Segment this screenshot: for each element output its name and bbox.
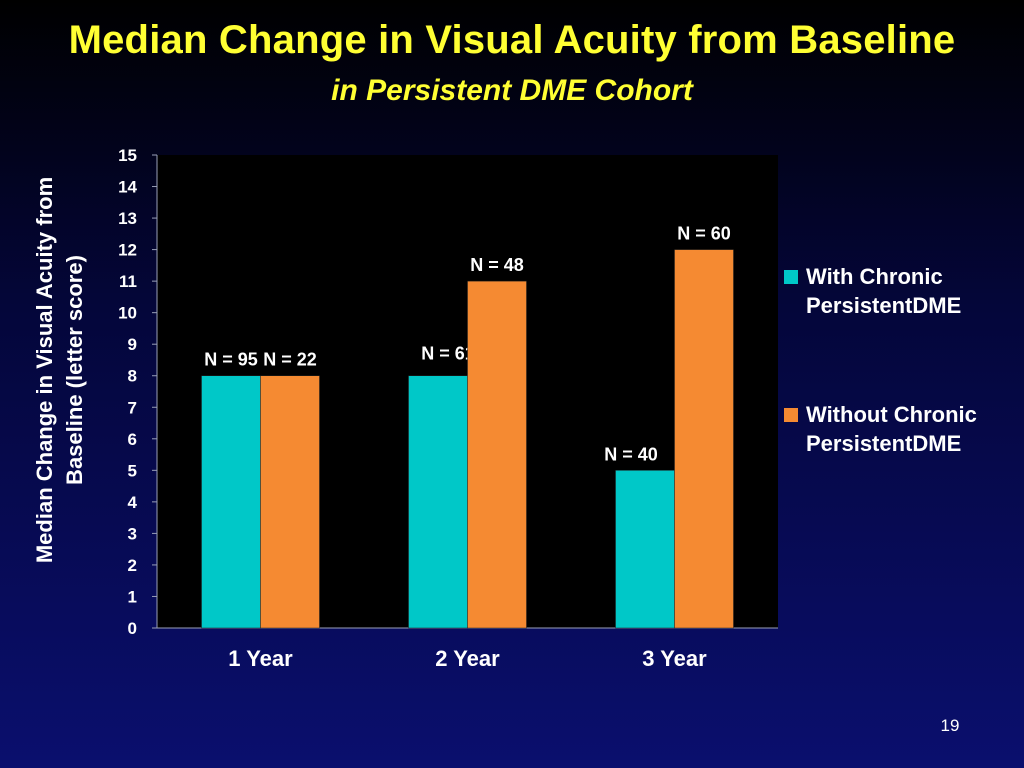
y-tick-label: 9 xyxy=(128,335,137,354)
y-tick-label: 7 xyxy=(128,398,137,417)
data-label: N = 48 xyxy=(470,255,524,275)
y-tick-label: 13 xyxy=(118,209,137,228)
y-tick-label: 10 xyxy=(118,304,137,323)
data-label: N = 60 xyxy=(677,224,731,244)
data-label: N = 40 xyxy=(604,444,658,464)
bar-3-year-series-2 xyxy=(674,249,734,629)
x-category-label: 2 Year xyxy=(435,646,500,671)
bar-1-year-series-2 xyxy=(260,375,320,629)
legend-swatch-with-chronic xyxy=(784,270,798,284)
y-tick-label: 1 xyxy=(128,587,137,606)
bar-2-year-series-1 xyxy=(408,375,468,629)
y-tick-label: 0 xyxy=(128,619,137,638)
legend-label-without-chronic: Without Chronic PersistentDME xyxy=(806,402,977,456)
data-label: N = 95 xyxy=(204,350,258,370)
y-tick-label: 15 xyxy=(118,146,137,165)
data-label: N = 22 xyxy=(263,350,317,370)
slide-subtitle: in Persistent DME Cohort xyxy=(331,74,693,107)
y-tick-label: 8 xyxy=(128,367,137,386)
legend-swatch-without-chronic xyxy=(784,408,798,422)
slide-title: Median Change in Visual Acuity from Base… xyxy=(68,18,956,62)
legend-label-with-chronic: With Chronic PersistentDME xyxy=(806,264,962,318)
data-label: N = 61 xyxy=(421,344,475,364)
y-tick-label: 2 xyxy=(128,556,137,575)
bar-2-year-series-2 xyxy=(467,280,527,629)
y-tick-label: 3 xyxy=(128,524,137,543)
bar-3-year-series-1 xyxy=(615,470,675,629)
slide-number: 19 xyxy=(940,716,960,735)
y-tick-label: 5 xyxy=(128,461,137,480)
bar-1-year-series-1 xyxy=(201,375,261,629)
y-tick-label: 6 xyxy=(128,430,137,449)
x-category-label: 1 Year xyxy=(228,646,293,671)
y-tick-label: 14 xyxy=(118,178,137,197)
y-tick-label: 11 xyxy=(119,272,137,291)
x-category-label: 3 Year xyxy=(642,646,707,671)
y-tick-label: 12 xyxy=(118,241,137,260)
y-tick-label: 4 xyxy=(128,493,138,512)
